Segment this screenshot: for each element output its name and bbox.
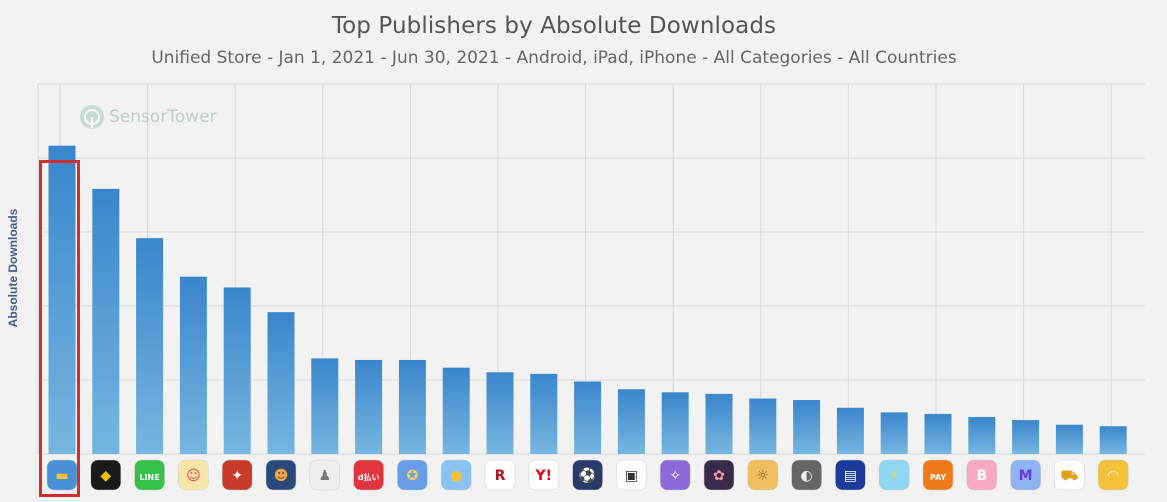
bar[interactable] (793, 400, 821, 454)
bar[interactable] (836, 407, 864, 454)
cartoon-icon: ☺ (178, 459, 209, 491)
epson-icon: ▤ (835, 459, 866, 491)
chart-title: Top Publishers by Absolute Downloads (331, 13, 777, 39)
svg-text:◐: ◐ (800, 468, 812, 484)
publisher-icons: ▬ ◆ LINE ☺ ✦ ☻ ♟ d払い ✪ ● R Y! ⚽ ▣ ✧ ✿ ☼ ◐ ▤ ⚡ PAY B M ⛟ ◠ (46, 459, 1129, 491)
bar[interactable] (705, 393, 733, 454)
line-icon: LINE (134, 459, 165, 491)
svg-text:⚽: ⚽ (578, 467, 596, 484)
yahoo-icon: Y! (528, 459, 560, 491)
svg-text:◠: ◠ (1108, 468, 1119, 484)
bar[interactable] (661, 392, 689, 454)
bar[interactable] (880, 412, 908, 454)
svg-text:R: R (495, 468, 506, 484)
svg-text:☺: ☺ (186, 468, 201, 484)
character-yellow-icon: ☼ (747, 459, 779, 491)
bar[interactable] (179, 276, 207, 454)
bar[interactable] (355, 359, 383, 454)
svg-text:●: ● (450, 468, 462, 484)
anime-girl-icon: ✿ (703, 459, 735, 491)
svg-text:◆: ◆ (100, 468, 111, 484)
svg-text:M: M (1019, 468, 1033, 484)
svg-text:▤: ▤ (844, 468, 857, 484)
atv-game-icon: ⛟ (1054, 459, 1085, 491)
bar[interactable] (267, 312, 295, 454)
bar[interactable] (617, 389, 645, 454)
bar[interactable] (486, 372, 514, 454)
canon-icon: ▣ (616, 459, 647, 491)
bar[interactable] (92, 188, 120, 455)
svg-text:▣: ▣ (625, 468, 638, 484)
soccer-icon: ⚽ (572, 459, 603, 491)
svg-text:☼: ☼ (757, 468, 770, 484)
svg-text:Y!: Y! (535, 468, 553, 484)
bar[interactable] (398, 359, 426, 454)
bar[interactable] (48, 145, 76, 454)
svg-text:✦: ✦ (231, 468, 243, 484)
game-colorful-icon: ✪ (397, 459, 428, 491)
bar[interactable] (749, 398, 777, 455)
anime-icon: ☻ (265, 459, 297, 491)
bar[interactable] (442, 367, 470, 454)
bar[interactable] (530, 373, 558, 454)
bar[interactable] (1055, 424, 1083, 454)
game-red-icon: ✦ (221, 459, 253, 491)
svg-text:✪: ✪ (407, 468, 419, 484)
bar[interactable] (574, 381, 602, 454)
blue-car-icon: ▬ (46, 459, 78, 491)
bar[interactable] (223, 287, 251, 455)
bar[interactable] (1012, 420, 1040, 454)
svg-text:♟: ♟ (319, 468, 332, 484)
b-app-icon: B (966, 459, 998, 491)
svg-text:⛟: ⛟ (1061, 468, 1079, 484)
svg-text:⚡: ⚡ (889, 468, 899, 484)
bar[interactable] (1099, 426, 1127, 454)
bar[interactable] (924, 413, 952, 454)
svg-text:✧: ✧ (669, 468, 681, 484)
watermark-text: SensorTower (109, 107, 217, 127)
au-pay-icon: PAY (922, 459, 954, 491)
bar[interactable] (311, 358, 339, 454)
svg-text:B: B (976, 468, 987, 484)
figure-icon: ♟ (309, 459, 341, 491)
svg-text:d払い: d払い (358, 472, 380, 482)
dpay-icon: d払い (353, 459, 384, 491)
svg-text:LINE: LINE (139, 473, 159, 482)
highlight-box (39, 160, 80, 497)
game-character-icon: ✧ (659, 459, 691, 491)
bar[interactable] (136, 238, 164, 454)
m-app-icon: M (1010, 459, 1041, 491)
rakuten-icon: R (484, 459, 516, 491)
black-app-icon: ◆ (90, 459, 122, 491)
headphone-icon: ◠ (1097, 459, 1129, 491)
ball-game-icon: ● (440, 459, 472, 491)
monochrome-icon: ◐ (791, 459, 822, 491)
sensortower-logo-icon (80, 105, 104, 129)
svg-text:✿: ✿ (713, 468, 725, 484)
pokemon-icon: ⚡ (878, 459, 910, 491)
chart-subtitle: Unified Store - Jan 1, 2021 - Jun 30, 20… (151, 48, 957, 68)
bars (48, 145, 1127, 455)
svg-text:▬: ▬ (55, 468, 68, 484)
sensortower-watermark: SensorTower (79, 104, 217, 130)
svg-text:PAY: PAY (930, 473, 947, 482)
bar[interactable] (968, 417, 996, 454)
svg-text:☻: ☻ (274, 468, 289, 484)
